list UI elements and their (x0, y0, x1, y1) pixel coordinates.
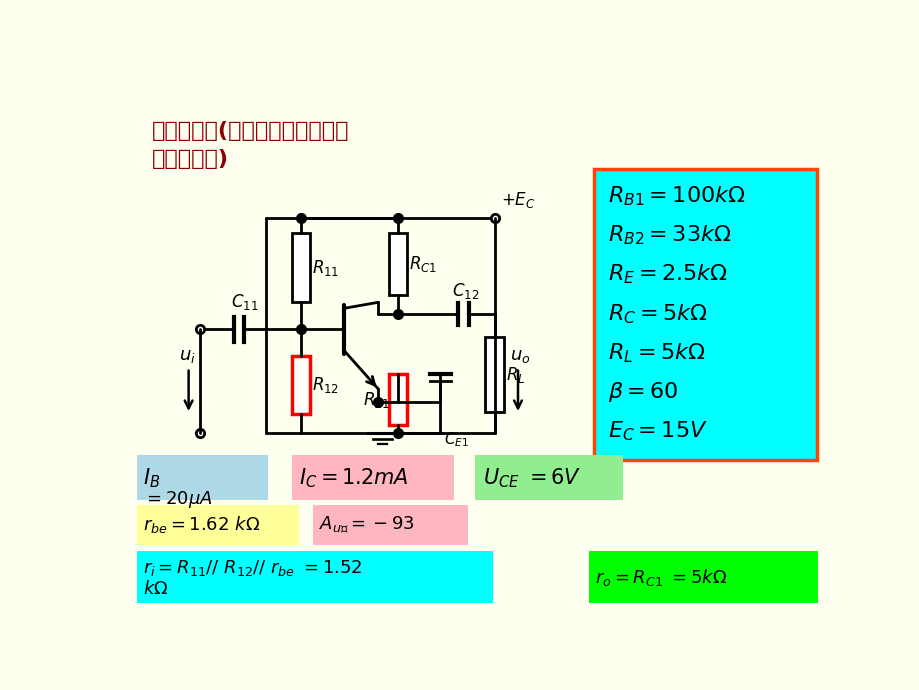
Bar (475, 455, 622, 500)
Bar (388, 374, 407, 426)
Bar (137, 455, 268, 500)
Bar (589, 551, 817, 603)
Text: $R_{B2}=33k\Omega$: $R_{B2}=33k\Omega$ (607, 224, 731, 247)
Bar (291, 356, 310, 414)
Text: $u_i$: $u_i$ (179, 347, 196, 365)
Bar (137, 551, 493, 603)
Text: $C_{12}$: $C_{12}$ (451, 281, 479, 301)
Text: $r_i=R_{11}//\ R_{12}//\ r_{be}\ =1.52$: $r_i=R_{11}//\ R_{12}//\ r_{be}\ =1.52$ (142, 558, 362, 578)
Text: $\beta=60$: $\beta=60$ (607, 380, 677, 404)
Text: $R_{B1}=100k\Omega$: $R_{B1}=100k\Omega$ (607, 184, 744, 208)
Text: $R_{C}=5k\Omega$: $R_{C}=5k\Omega$ (607, 302, 707, 326)
Text: $I_C=1.2mA$: $I_C=1.2mA$ (299, 466, 408, 490)
Text: $R_{E1}$: $R_{E1}$ (363, 390, 390, 410)
Bar (485, 337, 504, 413)
Text: $E_{C}=15V$: $E_{C}=15V$ (607, 420, 707, 444)
Bar (388, 233, 407, 295)
Text: $R_{L}=5k\Omega$: $R_{L}=5k\Omega$ (607, 342, 704, 365)
Text: $R_{C1}$: $R_{C1}$ (408, 254, 437, 274)
Text: $u_o$: $u_o$ (510, 347, 530, 365)
Bar (291, 233, 310, 302)
Text: $R_{L}$: $R_{L}$ (505, 364, 525, 384)
Text: $C_{E1}$: $C_{E1}$ (444, 430, 469, 448)
Text: $R_{11}$: $R_{11}$ (312, 257, 339, 277)
Text: $+E_C$: $+E_C$ (501, 190, 535, 210)
Text: $C_{11}$: $C_{11}$ (231, 293, 258, 313)
Text: $r_{be}=1.62\ k\Omega$: $r_{be}=1.62\ k\Omega$ (142, 514, 260, 535)
Text: $I_B$: $I_B$ (142, 466, 160, 490)
Bar (594, 169, 816, 460)
Text: $R_{12}$: $R_{12}$ (312, 375, 339, 395)
Text: $U_{CE}\ =6V$: $U_{CE}\ =6V$ (482, 466, 581, 490)
Text: $k\Omega$: $k\Omega$ (142, 580, 168, 598)
Text: $=20\mu A$: $=20\mu A$ (142, 489, 212, 510)
Text: $r_o=R_{C1}\ =5k\Omega$: $r_o=R_{C1}\ =5k\Omega$ (595, 566, 727, 588)
Bar (291, 455, 454, 500)
Bar (137, 505, 299, 545)
Text: 单级放大器(静态工作点稳定的共
射极放大器): 单级放大器(静态工作点稳定的共 射极放大器) (152, 121, 349, 169)
Bar (312, 505, 467, 545)
Text: $R_{E}=2.5k\Omega$: $R_{E}=2.5k\Omega$ (607, 263, 727, 286)
Text: $A_{u载}=-93$: $A_{u载}=-93$ (319, 515, 414, 535)
